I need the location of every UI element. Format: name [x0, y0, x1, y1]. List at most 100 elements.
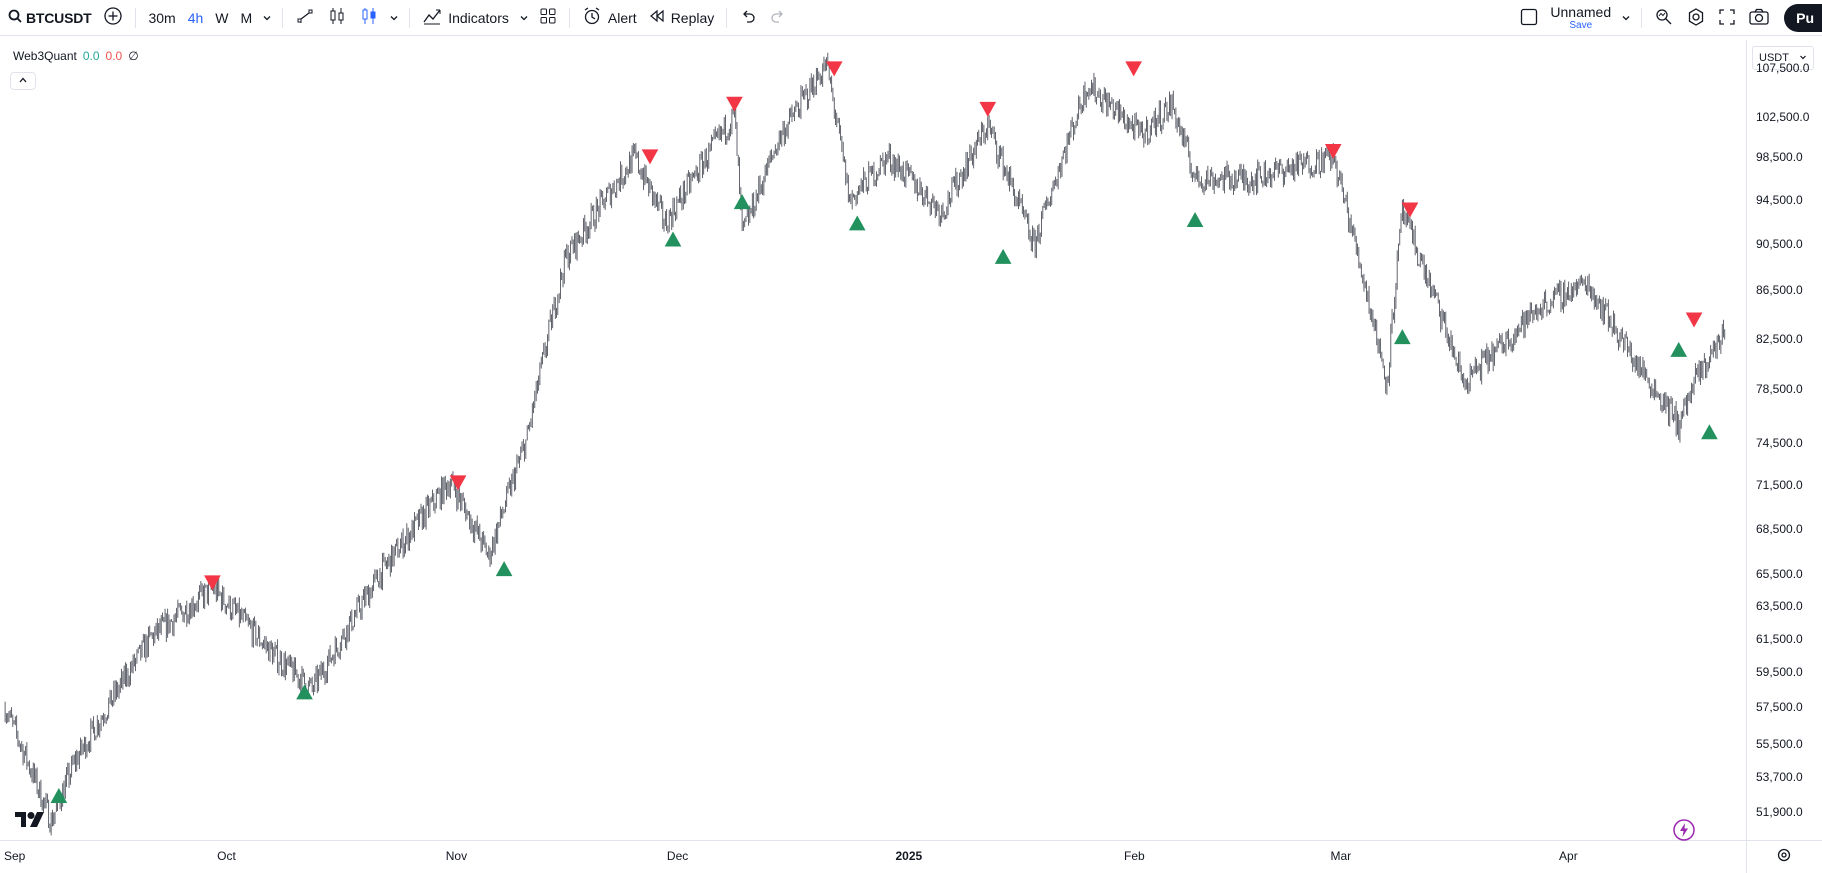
price-chart[interactable] — [4, 40, 1818, 873]
time-tick-label: Oct — [217, 849, 236, 863]
price-tick-label: 55,500.0 — [1756, 736, 1803, 751]
lightning-button[interactable] — [1672, 818, 1696, 847]
grid-layout-icon — [539, 7, 557, 28]
sell-signal-marker — [825, 61, 843, 77]
chevron-up-icon — [18, 76, 28, 87]
layout-name: Unnamed — [1550, 4, 1612, 20]
chevron-down-icon — [262, 10, 272, 26]
time-tick-label: Feb — [1124, 849, 1145, 863]
legend-collapse-button[interactable] — [10, 72, 36, 90]
price-tick-label: 61,500.0 — [1756, 631, 1803, 646]
price-tick-label: 78,500.0 — [1756, 382, 1803, 397]
publish-button[interactable]: Pu — [1784, 4, 1822, 32]
gear-icon — [1777, 848, 1791, 862]
bar-style-candle-button[interactable] — [321, 0, 353, 36]
layout-dropdown[interactable] — [1617, 0, 1635, 36]
indicators-icon — [422, 6, 442, 29]
bar-style-line-button[interactable] — [289, 0, 321, 36]
snapshot-button[interactable] — [1742, 0, 1776, 36]
price-tick-label: 74,500.0 — [1756, 435, 1803, 450]
sell-signal-marker — [1685, 312, 1703, 328]
alert-button[interactable]: Alert — [576, 0, 643, 36]
price-tick-label: 82,500.0 — [1756, 331, 1803, 346]
indicator-name: Web3Quant — [13, 49, 77, 63]
time-tick-label: Nov — [445, 849, 468, 863]
time-tick-label: Apr — [1559, 849, 1578, 863]
price-tick-label: 90,500.0 — [1756, 236, 1803, 251]
buy-signal-marker — [1701, 424, 1718, 440]
fullscreen-icon — [1718, 8, 1736, 29]
alarm-clock-icon — [582, 6, 602, 29]
separator — [568, 7, 570, 28]
chevron-down-icon — [389, 10, 399, 26]
timeframe-group: 30m 4h W M — [142, 0, 276, 36]
symbol-search[interactable]: BTCUSDT — [0, 0, 97, 36]
chart-settings-button[interactable] — [1776, 847, 1792, 868]
price-tick-label: 53,700.0 — [1756, 770, 1803, 785]
price-tick-label: 71,500.0 — [1756, 477, 1803, 492]
separator — [282, 7, 284, 28]
time-tick-label: 2025 — [895, 849, 923, 863]
indicators-button[interactable]: Indicators — [416, 0, 515, 36]
sell-signal-marker — [1401, 202, 1419, 218]
sell-signal-marker — [979, 101, 997, 117]
plus-circle-icon — [103, 6, 123, 29]
settings-button[interactable] — [1680, 0, 1712, 36]
sell-signal-marker — [726, 96, 743, 112]
price-tick-label: 107,500.0 — [1756, 61, 1810, 76]
quick-search-button[interactable] — [1648, 0, 1680, 36]
undo-button[interactable] — [733, 0, 763, 36]
symbol-label: BTCUSDT — [26, 9, 92, 26]
buy-signal-marker — [1393, 329, 1411, 345]
fullscreen-button[interactable] — [1712, 0, 1742, 36]
buy-signal-marker — [733, 194, 751, 210]
buy-signal-marker — [848, 215, 866, 231]
price-tick-label: 51,900.0 — [1756, 805, 1803, 820]
tradingview-logo[interactable] — [14, 811, 46, 834]
currency-selector[interactable]: USDT — [1752, 46, 1814, 70]
replay-label: Replay — [670, 9, 715, 26]
separator — [135, 7, 137, 28]
top-toolbar: BTCUSDT 30m 4h W M Indicators — [0, 0, 1822, 36]
timeframe-w[interactable]: W — [215, 9, 229, 26]
gear-icon — [1686, 7, 1706, 30]
indicator-legend[interactable]: Web3Quant 0.0 0.0 ∅ — [13, 49, 139, 63]
timeframe-4h[interactable]: 4h — [187, 9, 204, 26]
price-tick-label: 94,500.0 — [1756, 192, 1803, 207]
indicator-value-1: 0.0 — [82, 49, 100, 63]
timeframe-dropdown[interactable] — [258, 0, 276, 36]
chart-type-dropdown[interactable] — [385, 0, 403, 36]
indicators-dropdown[interactable] — [515, 0, 533, 36]
price-tick-label: 65,500.0 — [1756, 567, 1803, 582]
buy-signal-marker — [296, 684, 313, 700]
chevron-down-icon — [1799, 52, 1807, 64]
buy-signal-marker — [1670, 341, 1688, 357]
chevron-down-icon — [519, 10, 529, 26]
candlestick-icon — [327, 6, 347, 29]
save-label: Save — [1569, 20, 1593, 31]
separator — [409, 7, 411, 28]
layout-name-button[interactable]: Unnamed Save — [1544, 0, 1617, 36]
redo-button[interactable] — [763, 0, 793, 36]
lightning-icon — [1673, 819, 1695, 841]
layout-checkbox[interactable] — [1514, 0, 1544, 36]
price-tick-label: 98,500.0 — [1756, 150, 1803, 165]
time-tick-label: Dec — [666, 849, 689, 863]
timeframe-30m[interactable]: 30m — [148, 9, 176, 26]
price-tick-label: 57,500.0 — [1756, 700, 1803, 715]
chevron-down-icon — [1621, 10, 1631, 26]
compare-symbol-button[interactable] — [97, 0, 129, 36]
price-tick-label: 102,500.0 — [1756, 109, 1810, 124]
replay-button[interactable]: Replay — [643, 0, 721, 36]
sell-signal-marker — [1125, 61, 1142, 77]
rewind-icon — [649, 8, 665, 27]
buy-signal-marker — [495, 561, 513, 577]
price-tick-label: 63,500.0 — [1756, 598, 1803, 613]
tradingview-logo-icon — [15, 812, 44, 827]
bar-style-active-button[interactable] — [353, 0, 385, 36]
layouts-button[interactable] — [533, 0, 563, 36]
candles-icon — [359, 6, 379, 29]
indicator-value-2: 0.0 — [105, 49, 123, 63]
timeframe-m[interactable]: M — [240, 9, 253, 26]
zoom-search-icon — [1654, 7, 1674, 30]
